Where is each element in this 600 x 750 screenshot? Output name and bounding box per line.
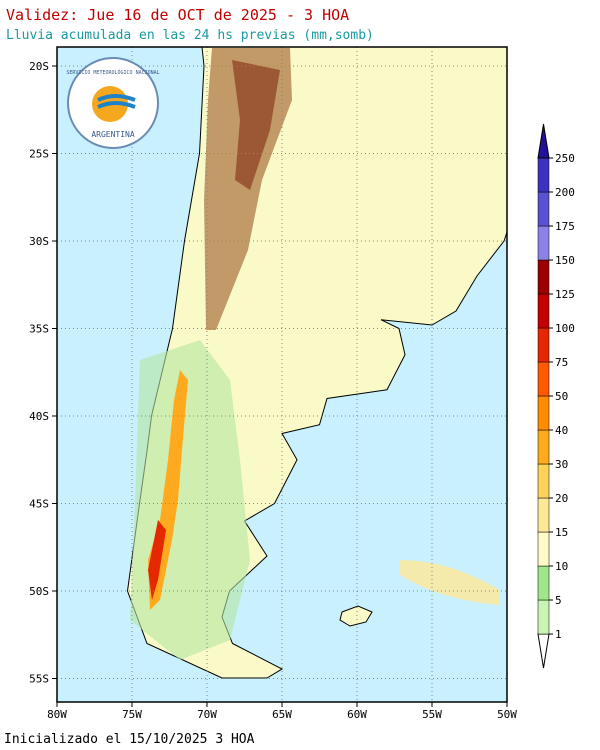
legend-swatch [537,225,550,261]
legend-swatch [537,395,550,431]
falklands [339,605,373,627]
map-area [57,47,507,702]
legend-swatch [537,599,550,635]
legend-label: 30 [555,458,568,471]
lon-label: 75W [122,708,142,721]
logo-waves [97,94,136,109]
lon-label: 60W [347,708,367,721]
legend-label: 5 [555,594,562,607]
lat-label: 35S [29,323,49,336]
legend-below [537,633,550,669]
legend-label: 175 [555,220,575,233]
lat-label: 20S [29,60,49,73]
legend-label: 250 [555,152,575,165]
legend-swatch [537,497,550,533]
legend-swatch [537,429,550,465]
legend-label: 100 [555,322,575,335]
lat-label: 50S [29,585,49,598]
rain-heavy [148,520,166,600]
lat-label: 30S [29,235,49,248]
lon-label: 70W [197,708,217,721]
logo-org: SERVICIO METEOROLÓGICO NACIONAL [66,69,159,76]
lat-label: 40S [29,410,49,423]
legend-label: 75 [555,356,568,369]
legend-label: 200 [555,186,575,199]
legend-label: 15 [555,526,568,539]
lat-label: 55S [29,673,49,686]
lon-label: 50W [497,708,517,721]
footer: Inicializado el 15/10/2025 3 HOA [4,732,255,747]
title: Validez: Jue 16 de OCT de 2025 - 3 HOA [6,6,349,24]
legend-swatch [537,259,550,295]
legend-swatch [537,157,550,193]
legend-label: 125 [555,288,575,301]
lon-label: 65W [272,708,292,721]
rain-ocean [400,560,500,605]
graticule [57,47,507,702]
legend-swatch [537,361,550,397]
legend-above [537,123,550,159]
legend-label: 50 [555,390,568,403]
legend-label: 10 [555,560,568,573]
logo: SERVICIO METEOROLÓGICO NACIONAL ARGENTIN… [66,57,160,149]
legend-swatch [537,327,550,363]
legend-swatch [537,565,550,601]
lon-label: 55W [422,708,442,721]
legend-swatch [537,293,550,329]
legend-swatch [537,531,550,567]
subtitle: Lluvia acumulada en las 24 hs previas (m… [6,28,374,43]
legend-swatch [537,191,550,227]
lat-label: 25S [29,148,49,161]
legend-label: 20 [555,492,568,505]
legend-label: 150 [555,254,575,267]
lon-label: 80W [47,708,67,721]
lat-label: 45S [29,498,49,511]
legend-label: 1 [555,628,562,641]
andes-high [232,60,280,190]
logo-country: ARGENTINA [91,130,135,139]
legend-label: 40 [555,424,568,437]
legend-swatch [537,463,550,499]
